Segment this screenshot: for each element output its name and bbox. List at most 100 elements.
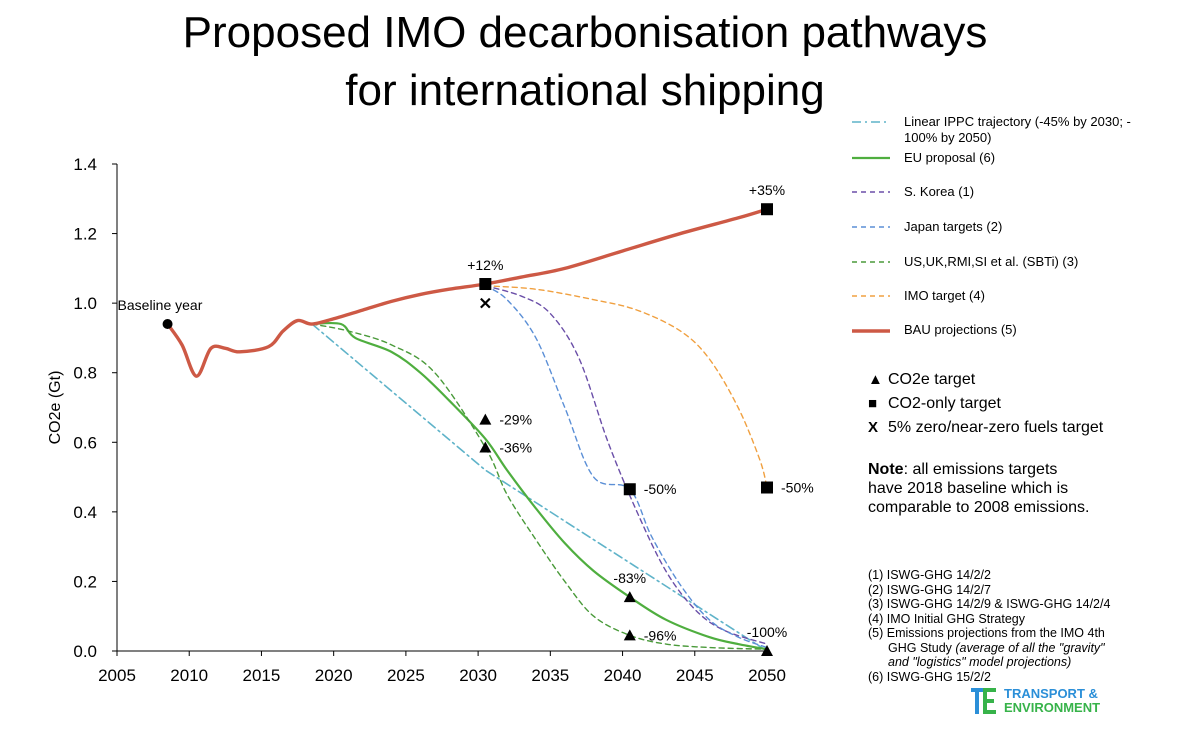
co2e-target-marker xyxy=(479,413,492,425)
legend-item-japan: Japan targets (2) xyxy=(850,219,1002,235)
series-line-bau xyxy=(165,207,769,378)
te-logo-icon xyxy=(971,688,996,714)
references-list: (1) ISWG-GHG 14/2/2 (2) ISWG-GHG 14/2/7 … xyxy=(868,568,1178,684)
legend-label-eu: EU proposal (6) xyxy=(904,150,996,165)
marker-legend-co2only-label: CO2-only target xyxy=(888,395,1001,412)
cross-icon: X xyxy=(868,419,879,436)
data-label: -50% xyxy=(644,481,677,497)
legend-label-linear-2: 100% by 2050) xyxy=(904,130,992,145)
legend-swatch-sbti xyxy=(852,261,890,263)
data-label: -36% xyxy=(499,440,532,456)
series-line-imo xyxy=(484,285,768,489)
y-axis-label: CO2e (Gt) xyxy=(47,371,64,445)
reference-5-cont: GHG Study (average of all the "gravity" xyxy=(868,641,1178,656)
data-label: -96% xyxy=(644,627,677,643)
marker-legend-zero-fuel: X 5% zero/near-zero fuels target xyxy=(868,416,1103,440)
note-text: Note: all emissions targets have 2018 ba… xyxy=(868,460,1168,517)
target-markers xyxy=(162,203,773,656)
data-label: -29% xyxy=(499,412,532,428)
reference-2: (2) ISWG-GHG 14/2/7 xyxy=(868,582,991,597)
note-line-2: have 2018 baseline which is xyxy=(868,480,1069,497)
series-line-korea xyxy=(484,285,768,645)
legend-swatch-japan xyxy=(852,226,890,228)
x-tick-label: 2005 xyxy=(98,666,136,685)
transport-environment-logo: TRANSPORT & ENVIRONMENT xyxy=(970,686,1100,716)
logo-text: TRANSPORT & ENVIRONMENT xyxy=(1004,687,1100,715)
data-label: -83% xyxy=(613,570,646,586)
reference-5-italic: (average of all the "gravity" xyxy=(955,640,1105,655)
chart-axes: 2005 2010 2015 2020 2025 2030 2035 2040 2045 2050… xyxy=(47,155,786,685)
x-tick-label: 2035 xyxy=(531,666,569,685)
legend-label-sbti: US,UK,RMI,SI et al. (SBTi) (3) xyxy=(904,254,1079,269)
legend-label-linear-1: Linear IPPC trajectory (-45% by 2030; - xyxy=(904,114,1131,129)
note-line-1: : all emissions targets xyxy=(903,461,1058,478)
co2-only-target-marker xyxy=(761,203,773,216)
legend-item-sbti: US,UK,RMI,SI et al. (SBTi) (3) xyxy=(850,254,1078,270)
x-tick-label: 2020 xyxy=(315,666,353,685)
square-icon: ■ xyxy=(868,395,878,412)
y-tick-label: 0.2 xyxy=(73,572,97,591)
data-label: Baseline year xyxy=(118,297,203,313)
series-lines xyxy=(165,207,769,652)
co2e-target-marker xyxy=(623,591,636,603)
y-tick-label: 0.4 xyxy=(73,503,97,522)
co2e-target-marker xyxy=(479,441,492,453)
reference-3: (3) ISWG-GHG 14/2/9 & ISWG-GHG 14/2/4 xyxy=(868,597,1111,611)
co2-only-target-marker xyxy=(761,481,773,494)
note-label: Note xyxy=(868,461,904,478)
legend-item-eu: EU proposal (6) xyxy=(850,150,995,166)
legend-swatch-korea xyxy=(852,191,890,193)
data-label: -50% xyxy=(781,480,814,496)
y-tick-label: 0.8 xyxy=(73,364,97,383)
legend-swatch-bau xyxy=(852,329,890,333)
marker-legend-co2e: ▲ CO2e target xyxy=(868,368,1103,392)
reference-5: (5) Emissions projections from the IMO 4… xyxy=(868,626,1105,640)
marker-legend-co2e-label: CO2e target xyxy=(888,371,976,388)
legend-label-bau: BAU projections (5) xyxy=(904,322,1017,337)
reference-5-italic-2: and "logistics" model projections) xyxy=(888,655,1072,669)
y-tick-label: 1.0 xyxy=(73,294,97,313)
legend-swatch-imo xyxy=(852,295,890,297)
co2e-target-marker xyxy=(623,629,636,641)
triangle-icon: ▲ xyxy=(868,371,883,388)
legend-label-imo: IMO target (4) xyxy=(904,288,985,303)
chart-title: Proposed IMO decarbonisation pathways fo… xyxy=(40,4,1130,120)
legend-label-korea: S. Korea (1) xyxy=(904,184,975,199)
y-tick-label: 1.2 xyxy=(73,225,97,244)
reference-5-study: GHG Study xyxy=(888,640,956,655)
x-tick-label: 2050 xyxy=(748,666,786,685)
data-label: +12% xyxy=(467,257,503,273)
x-tick-label: 2015 xyxy=(243,666,281,685)
note-line-3: comparable to 2008 emissions. xyxy=(868,499,1090,516)
legend-label-japan: Japan targets (2) xyxy=(904,219,1003,234)
legend-swatch-linear xyxy=(852,121,890,123)
x-tick-label: 2045 xyxy=(676,666,714,685)
reference-5-cont-2: and "logistics" model projections) xyxy=(868,655,1178,670)
legend-item-imo: IMO target (4) xyxy=(850,288,985,304)
y-tick-label: 1.4 xyxy=(73,155,97,174)
data-label: +35% xyxy=(749,182,785,198)
reference-4: (4) IMO Initial GHG Strategy xyxy=(868,611,1025,626)
baseline-point xyxy=(162,319,173,330)
data-label: -100% xyxy=(747,624,787,640)
emissions-chart: 2005 2010 2015 2020 2025 2030 2035 2040 2045 2050… xyxy=(47,155,814,685)
series-line-linear xyxy=(311,323,768,652)
title-line-2: for international shipping xyxy=(345,66,825,115)
series-line-japan xyxy=(484,285,768,649)
x-tick-label: 2025 xyxy=(387,666,425,685)
co2-only-target-marker xyxy=(479,278,492,291)
logo-line-2: ENVIRONMENT xyxy=(1004,700,1101,715)
x-tick-label: 2010 xyxy=(170,666,208,685)
marker-legend-zero-fuel-label: 5% zero/near-zero fuels target xyxy=(888,419,1104,436)
co2e-target-marker xyxy=(761,645,773,656)
y-tick-label: 0.6 xyxy=(73,433,97,452)
zero-fuel-target-marker xyxy=(480,297,491,309)
title-line-1: Proposed IMO decarbonisation pathways xyxy=(182,8,988,57)
x-tick-label: 2040 xyxy=(604,666,642,685)
marker-legend-co2only: ■ CO2-only target xyxy=(868,392,1103,416)
marker-legend: ▲ CO2e target ■ CO2-only target X 5% zer… xyxy=(868,368,1103,440)
y-tick-label: 0.0 xyxy=(73,642,97,661)
reference-6: (6) ISWG-GHG 15/2/2 xyxy=(868,669,991,684)
legend-item-bau: BAU projections (5) xyxy=(850,322,1017,338)
series-line-eu xyxy=(310,321,769,651)
